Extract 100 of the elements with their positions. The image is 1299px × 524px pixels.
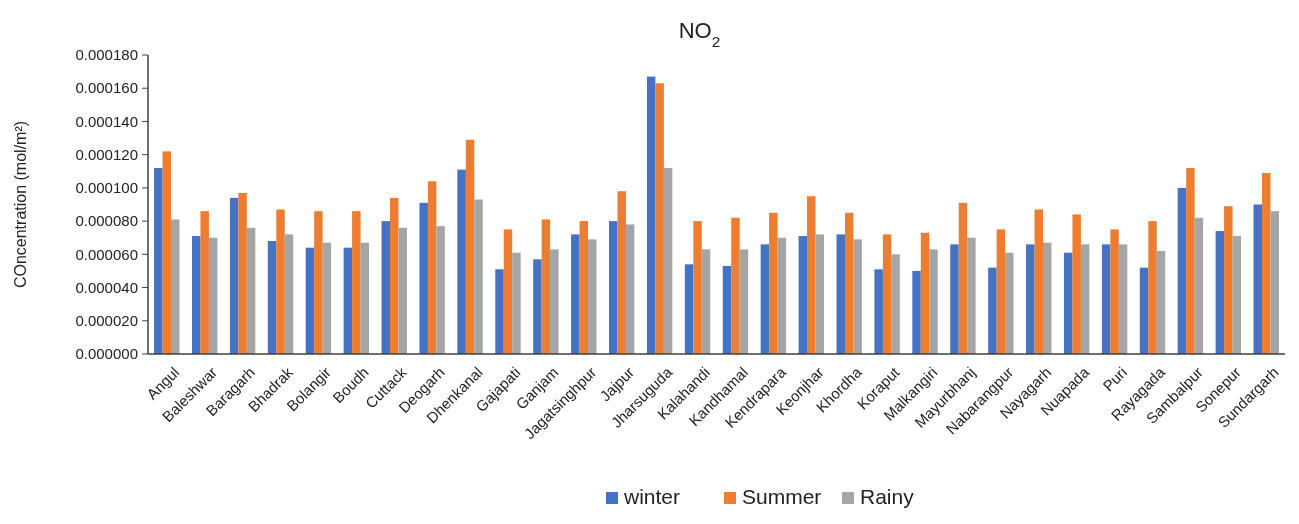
bar — [512, 252, 521, 354]
bar — [609, 221, 618, 354]
bar — [853, 239, 862, 354]
bar — [457, 169, 466, 354]
bar — [1177, 187, 1187, 354]
y-tick-label: 0.000060 — [75, 245, 138, 263]
y-tick-label: 0.000120 — [75, 145, 138, 163]
y-tick-label: 0.000040 — [75, 278, 138, 296]
bar — [1118, 244, 1128, 354]
bar — [541, 219, 551, 354]
bar — [798, 236, 808, 354]
chart-title: NO$_{2}$ — [678, 18, 721, 50]
bar — [533, 259, 542, 354]
bar — [1156, 251, 1166, 354]
bar — [1080, 244, 1090, 354]
bar — [571, 234, 580, 354]
y-tick-label: 0.000000 — [75, 345, 138, 363]
bar — [1148, 221, 1157, 354]
bar — [550, 249, 559, 354]
bar — [162, 151, 171, 354]
bar — [1215, 231, 1225, 354]
bar — [343, 247, 353, 354]
bar — [419, 202, 428, 354]
bar — [1042, 242, 1052, 354]
bar — [1005, 252, 1014, 354]
bar — [390, 197, 399, 354]
bar — [1270, 211, 1279, 354]
bar — [1139, 267, 1149, 354]
bar — [807, 196, 816, 354]
bar — [1072, 214, 1081, 354]
bar — [1026, 244, 1035, 354]
y-tick-label: 0.000160 — [75, 79, 138, 97]
bar — [398, 227, 407, 354]
bar — [912, 270, 921, 354]
bar — [646, 76, 656, 354]
bar — [617, 191, 626, 354]
bar — [1110, 229, 1119, 354]
y-tick-label: 0.000020 — [75, 312, 138, 330]
bar — [655, 83, 664, 354]
bar — [1034, 209, 1043, 354]
bar — [760, 244, 770, 354]
bar — [1101, 244, 1111, 354]
bar — [229, 197, 239, 354]
bar — [465, 139, 475, 354]
bar — [701, 249, 711, 354]
bar — [722, 265, 732, 354]
bar — [663, 167, 673, 354]
bar — [769, 212, 778, 354]
bar — [1194, 217, 1204, 354]
bar — [950, 244, 959, 354]
bar — [191, 236, 201, 354]
bar — [427, 181, 437, 354]
bar — [777, 237, 787, 354]
bar — [739, 249, 749, 354]
bar — [967, 237, 976, 354]
bar — [882, 234, 892, 354]
y-tick-label: 0.000100 — [75, 179, 138, 197]
bar — [1262, 172, 1271, 354]
y-tick-label: 0.000080 — [75, 212, 138, 230]
bar — [958, 202, 968, 354]
bar — [929, 249, 938, 354]
bar — [874, 269, 883, 354]
bar — [208, 237, 218, 354]
bar — [154, 167, 163, 354]
bar — [200, 211, 209, 354]
bar — [238, 192, 247, 354]
bar — [844, 212, 854, 354]
bar — [276, 209, 285, 354]
y-tick-label: 0.000140 — [75, 112, 138, 130]
bar — [284, 234, 294, 354]
bar — [495, 269, 504, 354]
bar — [996, 229, 1006, 354]
legend-label: winter — [623, 485, 681, 508]
bar — [988, 267, 997, 354]
bar — [836, 234, 845, 354]
bar — [1253, 204, 1262, 354]
y-tick-label: 0.000180 — [75, 46, 138, 64]
bar — [474, 199, 483, 354]
bar — [305, 247, 315, 354]
bar — [267, 241, 277, 354]
bar — [693, 221, 702, 354]
bar — [352, 211, 361, 354]
bar — [314, 211, 323, 354]
bar — [1224, 206, 1233, 354]
bar — [436, 226, 445, 354]
bar — [360, 242, 370, 354]
bar — [246, 227, 256, 354]
bar — [684, 264, 694, 354]
bar — [625, 224, 635, 354]
bar — [1232, 236, 1242, 354]
bar — [891, 254, 900, 354]
legend-label: Rainy — [860, 485, 915, 508]
bar — [1063, 252, 1073, 354]
legend-label: Summer — [742, 485, 822, 508]
bar — [588, 239, 597, 354]
bar — [731, 217, 740, 354]
bar — [381, 221, 391, 354]
bar — [322, 242, 332, 354]
bar — [920, 232, 930, 354]
bar — [171, 219, 180, 354]
